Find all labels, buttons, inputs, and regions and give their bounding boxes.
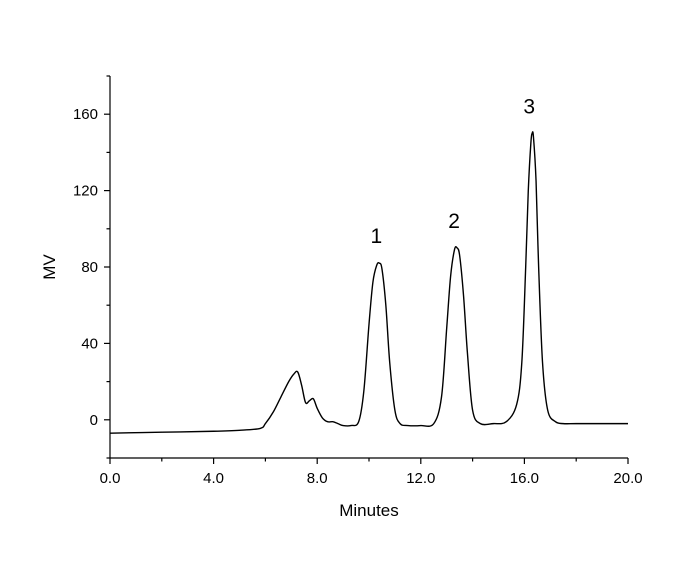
y-axis-ticks: 0 40 80 120 160 [73,75,110,459]
y-tick-label: 160 [73,106,98,123]
y-tick-label: 0 [90,412,98,429]
y-tick-label: 40 [81,335,98,352]
x-tick-label: 16.0 [510,470,539,487]
peak-annotations: 1 2 3 [371,95,535,248]
y-tick-label: 80 [81,259,98,276]
x-axis-ticks: 0.0 4.0 8.0 12.0 16.0 20.0 [100,458,643,487]
axis-frame [109,76,628,459]
peak-label-3: 3 [523,95,535,118]
x-tick-label: 8.0 [307,470,328,487]
x-tick-label: 4.0 [203,470,224,487]
x-axis-title: Minutes [339,501,399,520]
plot-area [109,76,628,459]
y-tick-label: 120 [73,183,98,200]
x-tick-label: 12.0 [406,470,435,487]
peak-label-2: 2 [448,210,460,233]
x-tick-label: 0.0 [100,470,121,487]
series-line [109,131,628,434]
x-tick-label: 20.0 [613,470,642,487]
y-axis-title: MV [40,254,59,280]
peak-label-1: 1 [371,225,383,248]
